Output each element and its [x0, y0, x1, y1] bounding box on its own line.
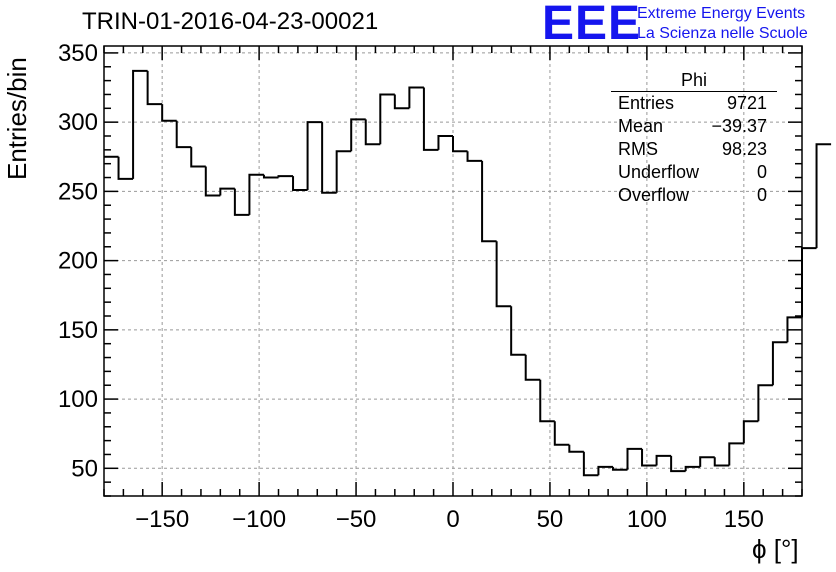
chart-title: TRIN-01-2016-04-23-00021 [82, 8, 379, 35]
logo-caption-line2: La Scienza nelle Scuole [637, 25, 808, 42]
histogram-bin [568, 444, 584, 453]
histogram-bin [306, 121, 323, 190]
y-tick-label: 300 [58, 109, 98, 136]
histogram-bin [204, 166, 221, 197]
histogram-bin [728, 442, 744, 466]
stats-box: Phi Entries 9721 Mean −39.37 RMS 98.23 U… [611, 69, 777, 207]
histogram-bin [422, 87, 439, 151]
histogram-bin [146, 70, 163, 106]
stats-row-underflow: Underflow 0 [611, 161, 777, 184]
histogram-bin [277, 175, 294, 178]
histogram-bin [524, 354, 541, 381]
stats-row-entries: Entries 9721 [611, 92, 777, 115]
stats-label: Underflow [618, 162, 700, 182]
histogram-bin [510, 306, 526, 356]
y-tick-label: 200 [58, 248, 98, 275]
histogram-bin [408, 86, 424, 109]
histogram-bin [553, 421, 570, 446]
histogram-bin [582, 451, 599, 477]
histogram-bin [335, 150, 352, 193]
histogram-bin [626, 447, 643, 470]
histogram-bin [321, 122, 337, 194]
histogram-bin [350, 118, 366, 152]
stats-row-overflow: Overflow 0 [611, 184, 777, 207]
histogram-bin [495, 241, 512, 308]
histogram-bin [539, 379, 555, 423]
histogram-bin [364, 119, 381, 146]
stats-label: Entries [618, 93, 675, 113]
histogram-bin [481, 160, 497, 243]
histogram-bin [597, 465, 613, 476]
y-tick-label: 50 [71, 455, 98, 482]
histogram-bin [132, 69, 148, 179]
stats-value: 9721 [726, 93, 767, 113]
stats-label: Overflow [618, 185, 690, 205]
histogram-bin [655, 454, 672, 466]
histogram-bin [713, 457, 730, 467]
histogram-bin [175, 120, 192, 149]
histogram-bin [466, 151, 483, 162]
histogram-bin [757, 384, 773, 422]
histogram-bin [801, 247, 817, 318]
x-tick-label: −150 [135, 506, 189, 533]
x-tick-label: 100 [627, 506, 667, 533]
stats-row-rms: RMS 98.23 [611, 138, 777, 161]
stats-row-mean: Mean −39.37 [611, 115, 777, 138]
stats-value: 0 [756, 162, 767, 182]
histogram-bin [292, 176, 308, 191]
stats-label: RMS [618, 139, 658, 159]
histogram-bin [379, 93, 395, 145]
histogram-bin [233, 188, 250, 216]
x-tick-label: 150 [724, 506, 764, 533]
x-tick-label: 50 [537, 506, 564, 533]
stats-value: 98.23 [721, 139, 767, 159]
x-tick-label: 0 [446, 506, 459, 533]
histogram-bin [742, 420, 759, 444]
plot-frame [103, 45, 803, 497]
histogram-bin [815, 143, 832, 249]
histogram-bin [393, 94, 410, 110]
histogram-bin [248, 173, 264, 215]
histogram-bin [437, 135, 453, 150]
histogram-bin [641, 448, 657, 467]
histogram-bin [190, 147, 206, 168]
histogram-bin [699, 456, 715, 467]
y-tick-label: 150 [58, 317, 98, 344]
histogram-bin [670, 455, 686, 473]
x-axis-label: ϕ [°] [752, 534, 799, 564]
logo-caption: Extreme Energy Events La Scienza nelle S… [637, 4, 808, 44]
y-tick-label: 250 [58, 178, 98, 205]
stats-label: Mean [618, 116, 664, 136]
x-tick-label: −100 [232, 506, 286, 533]
histogram-bin [786, 316, 802, 343]
eee-logo: EEE [542, 0, 642, 50]
y-tick-label: 100 [58, 386, 98, 413]
histogram-bin [161, 104, 177, 122]
x-tick-label: −50 [336, 506, 377, 533]
histogram-bin [611, 466, 628, 471]
stats-value: 0 [756, 185, 767, 205]
histogram-bin [219, 187, 235, 196]
histogram-bin [684, 465, 701, 472]
y-tick-label: 350 [58, 40, 98, 67]
stats-value: −39.37 [711, 116, 767, 136]
histogram-bin [262, 174, 279, 179]
histogram-bin [117, 156, 134, 180]
histogram-bin [452, 136, 468, 153]
logo-caption-line1: Extreme Energy Events [637, 5, 806, 22]
histogram-bin [771, 341, 788, 386]
stats-title: Phi [611, 69, 777, 92]
